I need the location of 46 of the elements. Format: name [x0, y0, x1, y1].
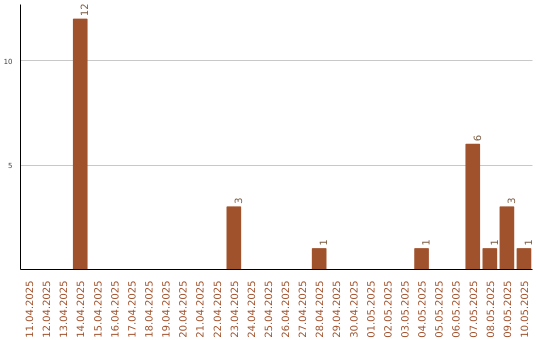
x-tick-label: 02.05.2025 — [383, 280, 394, 338]
data-label: 1 — [524, 239, 535, 246]
x-tick-label: 09.05.2025 — [502, 280, 514, 338]
bar — [516, 248, 532, 270]
data-label: 1 — [319, 239, 330, 246]
bar — [312, 248, 326, 270]
x-tick-label: 16.04.2025 — [110, 280, 122, 338]
x-tick-label: 08.05.2025 — [486, 280, 497, 338]
x-tick-label: 19.04.2025 — [162, 280, 173, 338]
x-tick-label: 15.04.2025 — [93, 280, 104, 338]
x-tick-label: 07.05.2025 — [468, 280, 480, 338]
bar — [414, 248, 429, 270]
x-tick-label: 11.04.2025 — [25, 280, 36, 338]
bar — [72, 18, 88, 270]
x-tick-label: 06.05.2025 — [452, 280, 463, 338]
data-label: 3 — [234, 198, 245, 204]
bar — [500, 206, 514, 270]
x-tick-label: 20.04.2025 — [178, 280, 190, 338]
x-tick-label: 25.04.2025 — [264, 280, 275, 338]
bar — [465, 144, 480, 270]
data-label: 1 — [490, 239, 501, 246]
x-tick-label: 30.04.2025 — [349, 280, 360, 338]
x-tick-label: 01.05.2025 — [366, 280, 378, 338]
data-label: 3 — [506, 198, 518, 204]
x-tick-label: 24.04.2025 — [246, 280, 258, 338]
x-tick-label: 18.04.2025 — [144, 280, 156, 338]
x-tick-label: 27.04.2025 — [298, 280, 310, 338]
data-label: 12 — [80, 3, 92, 16]
x-tick-label: 10.05.2025 — [520, 280, 531, 338]
x-tick-label: 03.05.2025 — [400, 280, 412, 338]
x-tick-label: 14.04.2025 — [76, 280, 88, 338]
x-tick-label: 12.04.2025 — [42, 280, 54, 338]
x-tick-label: 17.04.2025 — [127, 280, 138, 338]
data-label: 1 — [422, 239, 433, 246]
x-tick-label: 13.04.2025 — [59, 280, 70, 338]
bar — [226, 206, 242, 270]
x-tick-label: 26.04.2025 — [281, 280, 292, 338]
x-tick-label: 23.04.2025 — [230, 280, 241, 338]
x-tick-label: 29.04.2025 — [332, 280, 344, 338]
data-label: 6 — [472, 134, 484, 142]
x-tick-label: 28.04.2025 — [315, 280, 326, 338]
x-tick-label: 21.04.2025 — [196, 280, 207, 338]
x-tick-label: 04.05.2025 — [418, 280, 429, 338]
bar — [482, 248, 498, 270]
x-tick-label: 05.05.2025 — [434, 280, 446, 338]
x-tick-label: 22.04.2025 — [212, 280, 224, 338]
